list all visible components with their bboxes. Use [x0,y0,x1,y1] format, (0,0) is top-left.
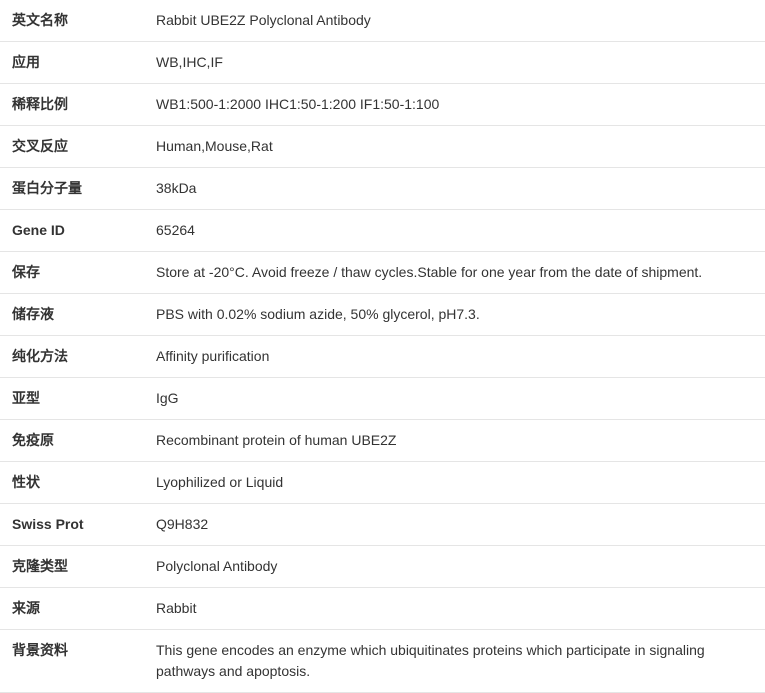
row-label: 储存液 [0,294,144,336]
table-row: 蛋白分子量 38kDa [0,168,765,210]
row-value: Q9H832 [144,504,765,546]
row-label: 来源 [0,588,144,630]
table-row: 性状 Lyophilized or Liquid [0,462,765,504]
row-value: WB,IHC,IF [144,42,765,84]
row-value: WB1:500-1:2000 IHC1:50-1:200 IF1:50-1:10… [144,84,765,126]
row-label: 稀释比例 [0,84,144,126]
row-label: 交叉反应 [0,126,144,168]
table-row: 英文名称 Rabbit UBE2Z Polyclonal Antibody [0,0,765,42]
table-row: 背景资料 This gene encodes an enzyme which u… [0,630,765,693]
row-value: This gene encodes an enzyme which ubiqui… [144,630,765,693]
table-row: 亚型 IgG [0,378,765,420]
row-value: 65264 [144,210,765,252]
row-value: Recombinant protein of human UBE2Z [144,420,765,462]
row-value: Human,Mouse,Rat [144,126,765,168]
row-value: Affinity purification [144,336,765,378]
table-row: 交叉反应 Human,Mouse,Rat [0,126,765,168]
table-row: 来源 Rabbit [0,588,765,630]
row-label: 保存 [0,252,144,294]
table-row: 克隆类型 Polyclonal Antibody [0,546,765,588]
spec-table: 英文名称 Rabbit UBE2Z Polyclonal Antibody 应用… [0,0,765,693]
table-row: 储存液 PBS with 0.02% sodium azide, 50% gly… [0,294,765,336]
row-value: IgG [144,378,765,420]
row-value: Rabbit [144,588,765,630]
row-label: Gene ID [0,210,144,252]
row-label: 应用 [0,42,144,84]
row-value: Store at -20°C. Avoid freeze / thaw cycl… [144,252,765,294]
row-label: 性状 [0,462,144,504]
row-value: Polyclonal Antibody [144,546,765,588]
row-value: 38kDa [144,168,765,210]
row-label: 免疫原 [0,420,144,462]
row-label: 亚型 [0,378,144,420]
row-value: Rabbit UBE2Z Polyclonal Antibody [144,0,765,42]
row-value: PBS with 0.02% sodium azide, 50% glycero… [144,294,765,336]
table-row: 纯化方法 Affinity purification [0,336,765,378]
row-label: 纯化方法 [0,336,144,378]
row-value: Lyophilized or Liquid [144,462,765,504]
table-row: 保存 Store at -20°C. Avoid freeze / thaw c… [0,252,765,294]
spec-table-body: 英文名称 Rabbit UBE2Z Polyclonal Antibody 应用… [0,0,765,693]
row-label: Swiss Prot [0,504,144,546]
table-row: Swiss Prot Q9H832 [0,504,765,546]
row-label: 克隆类型 [0,546,144,588]
table-row: 免疫原 Recombinant protein of human UBE2Z [0,420,765,462]
row-label: 蛋白分子量 [0,168,144,210]
row-label: 背景资料 [0,630,144,693]
table-row: 稀释比例 WB1:500-1:2000 IHC1:50-1:200 IF1:50… [0,84,765,126]
table-row: Gene ID 65264 [0,210,765,252]
row-label: 英文名称 [0,0,144,42]
table-row: 应用 WB,IHC,IF [0,42,765,84]
